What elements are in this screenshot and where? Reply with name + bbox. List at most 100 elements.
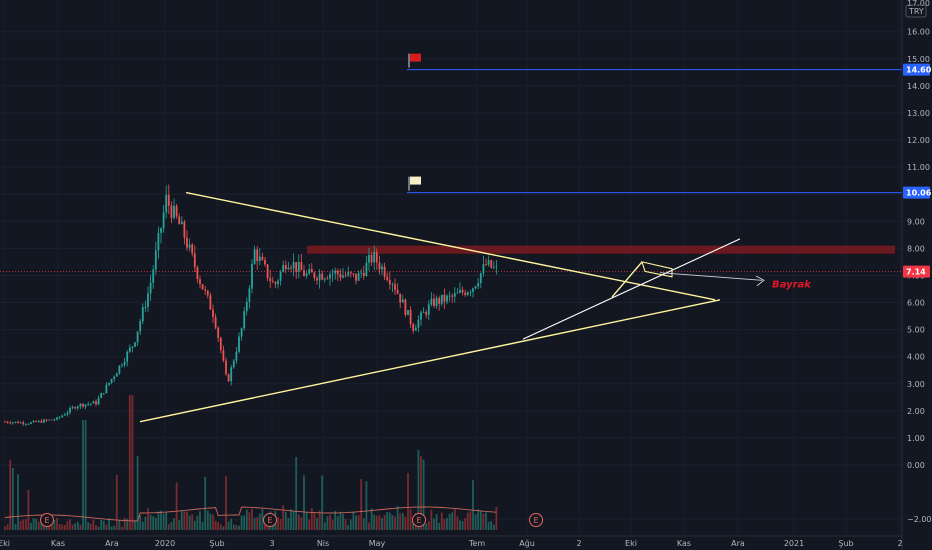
candle [378, 255, 381, 275]
volume-bar [141, 521, 144, 530]
x-tick-label: Tem [468, 539, 485, 548]
volume-bar [17, 474, 19, 530]
candle-body [40, 420, 43, 423]
candle [456, 288, 459, 294]
volume-bar [240, 515, 243, 530]
candle-body [14, 421, 17, 423]
volume-bar [448, 514, 451, 530]
candle-body [365, 262, 368, 276]
candle [128, 344, 131, 354]
earnings-marker: E [40, 513, 54, 527]
candle [331, 268, 334, 283]
x-tick-label: Ağu [519, 539, 535, 548]
candle-body [485, 264, 487, 265]
candle [22, 420, 25, 426]
volume-bar [204, 476, 207, 530]
volume-bar [308, 519, 311, 530]
volume-bar [214, 520, 217, 530]
candle-body [89, 403, 92, 405]
volume-bar [115, 475, 118, 530]
candle-body [225, 360, 227, 375]
volume-bar [329, 514, 331, 530]
candle-body [173, 205, 175, 218]
candle-body [399, 293, 402, 303]
time-axis[interactable]: Eki Kas Ara 2020 Şub 3 Nis May Tem Ağu 2 Eki Kas Ara 2… [0, 535, 903, 548]
candle-body [92, 401, 95, 404]
candle [256, 245, 259, 270]
volume-bar [316, 517, 318, 530]
candle-body [238, 336, 240, 352]
volume-bar [344, 518, 347, 530]
candle [154, 241, 157, 275]
candle-body [472, 288, 474, 292]
volume-bar [251, 508, 253, 530]
candle [451, 293, 454, 303]
candle-body [154, 250, 157, 270]
candle-body [144, 306, 147, 308]
y-tick-label: 16.00 [907, 28, 930, 37]
flag-cloth [410, 53, 421, 62]
volume-bar [323, 522, 326, 530]
y-tick-label: 12.00 [907, 136, 930, 145]
volume-bar [409, 509, 412, 530]
price-axis[interactable]: −2.000.001.002.003.004.005.006.007.008.0… [901, 0, 932, 550]
candle [433, 293, 435, 309]
candle [469, 289, 472, 297]
volume-bar [27, 489, 30, 530]
earnings-marker: E [412, 513, 426, 527]
candle [209, 292, 212, 310]
candle-body [261, 256, 264, 260]
volume-bar [76, 521, 79, 530]
volume-bar [368, 522, 370, 530]
candle-body [448, 295, 451, 297]
candle [292, 253, 295, 277]
candle-body [388, 279, 391, 285]
candle [115, 372, 118, 377]
candle [4, 420, 6, 423]
candle [79, 403, 82, 410]
y-tick-label: 1.00 [907, 434, 925, 443]
candle [95, 399, 97, 407]
candle-body [126, 351, 129, 362]
volume-bar [303, 475, 305, 530]
y-tick-label-top: 17.00 [907, 0, 930, 8]
volume-bar [188, 515, 191, 530]
volume-bar [209, 513, 212, 530]
volume-bar [50, 524, 53, 530]
volume-bar [191, 514, 194, 530]
volume-bar [152, 516, 155, 530]
earnings-circle [412, 513, 426, 527]
candle [69, 405, 71, 415]
candle [188, 238, 191, 252]
price-badge-bg [903, 63, 930, 76]
candle-body [30, 422, 32, 424]
candle-body [58, 417, 61, 418]
candle-body [466, 292, 469, 296]
candle [287, 261, 290, 271]
candle-body [277, 280, 279, 285]
price-badge-bg [903, 265, 930, 278]
volume-bar [110, 526, 113, 530]
candle-body [305, 273, 308, 276]
candle [108, 382, 110, 387]
candle-body [63, 414, 66, 416]
candle [282, 260, 285, 273]
x-tick-label: May [369, 539, 386, 548]
candle-body [206, 290, 209, 296]
volume-bar [388, 512, 391, 530]
candle-body [334, 270, 337, 274]
candle [274, 281, 277, 288]
volume-bar [222, 526, 225, 530]
earnings-marker: E [263, 513, 277, 527]
candle-body [352, 273, 355, 275]
x-tick-label: Kas [51, 539, 65, 548]
annotation-label: Bayrak [772, 280, 812, 291]
x-tick-label: Eki [0, 539, 10, 548]
currency-box [905, 4, 927, 18]
volume-bar [61, 524, 64, 530]
volume-bar [162, 513, 165, 530]
candle-body [295, 262, 298, 272]
candle [482, 255, 485, 277]
candle-body [128, 347, 131, 352]
